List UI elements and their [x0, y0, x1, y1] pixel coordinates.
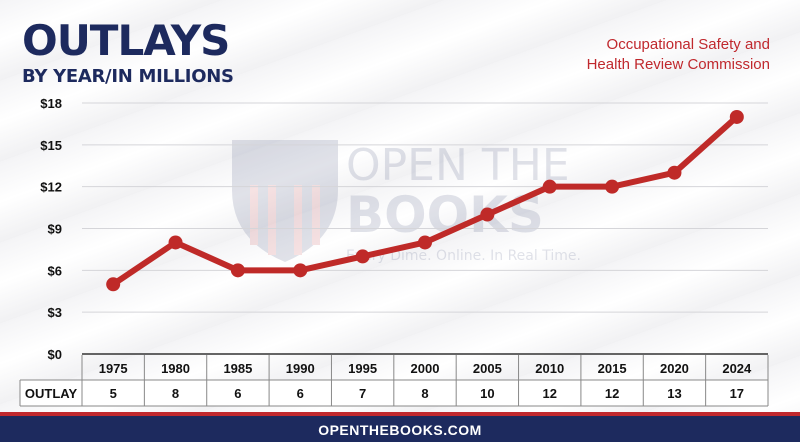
- data-point: [480, 207, 495, 222]
- chart-title: OUTLAYS: [22, 16, 230, 65]
- agency-name-line1: Occupational Safety and: [606, 36, 770, 53]
- table-value-cell: 7: [359, 386, 366, 401]
- table-value-cell: 6: [297, 386, 304, 401]
- x-tick-label: 2024: [722, 361, 752, 376]
- table-value-cell: 5: [110, 386, 117, 401]
- y-tick-label: $15: [40, 138, 62, 153]
- table-row-label: OUTLAY: [25, 386, 78, 401]
- data-table: OUTLAY 1975 5 1980 8 1985 6 1990 6 1995 7 2000 8 2005…: [19, 355, 769, 407]
- y-tick-label: $9: [48, 222, 62, 237]
- x-tick-label: 1980: [161, 361, 190, 376]
- x-tick-label: 1990: [286, 361, 315, 376]
- footer-stripe: [0, 412, 800, 416]
- data-point: [106, 277, 121, 292]
- x-tick-label: 1985: [223, 361, 252, 376]
- data-point: [729, 109, 744, 124]
- watermark-shield-icon: [232, 140, 338, 262]
- data-point: [418, 235, 432, 250]
- table-value-cell: 6: [234, 386, 241, 401]
- data-point: [542, 179, 557, 194]
- table-value-cell: 8: [172, 386, 179, 401]
- data-point: [230, 263, 245, 278]
- table-value-cell: 13: [667, 386, 681, 401]
- y-tick-label: $12: [40, 180, 62, 195]
- watermark-line1: OPEN THE: [346, 140, 570, 191]
- table-value-cell: 12: [605, 386, 619, 401]
- y-tick-label: $6: [48, 263, 62, 278]
- x-tick-label: 2020: [660, 361, 689, 376]
- watermark-logo: OPEN THE BOOKS Every Dime. Online. In Re…: [232, 140, 581, 264]
- table-value-cell: 17: [730, 386, 744, 401]
- series-line-group: [106, 109, 744, 292]
- agency-name-line2: Health Review Commission: [586, 56, 770, 73]
- data-point: [605, 179, 620, 194]
- table-value-cell: 8: [421, 386, 428, 401]
- grid-lines: [82, 102, 768, 355]
- data-point: [168, 235, 183, 250]
- y-axis-ticks: $0 $3 $6 $9 $12 $15 $18: [40, 96, 62, 362]
- y-tick-label: $0: [48, 347, 62, 362]
- watermark-tagline: Every Dime. Online. In Real Time.: [346, 248, 581, 264]
- table-value-cell: 12: [542, 386, 556, 401]
- data-point: [355, 249, 370, 264]
- x-tick-label: 2015: [598, 361, 627, 376]
- y-tick-label: $3: [48, 305, 62, 320]
- x-tick-label: 1975: [99, 361, 128, 376]
- data-point: [667, 165, 682, 180]
- y-tick-label: $18: [40, 96, 62, 111]
- data-point: [293, 263, 308, 278]
- footer-banner: OPENTHEBOOKS.COM: [0, 416, 800, 442]
- x-tick-label: 2000: [411, 361, 440, 376]
- agency-name: Occupational Safety and Health Review Co…: [587, 35, 770, 75]
- x-tick-label: 2005: [473, 361, 502, 376]
- table-value-cell: 10: [480, 386, 494, 401]
- chart-subtitle: BY YEAR/IN MILLIONS: [22, 66, 234, 87]
- x-tick-label: 1995: [348, 361, 377, 376]
- x-tick-label: 2010: [535, 361, 564, 376]
